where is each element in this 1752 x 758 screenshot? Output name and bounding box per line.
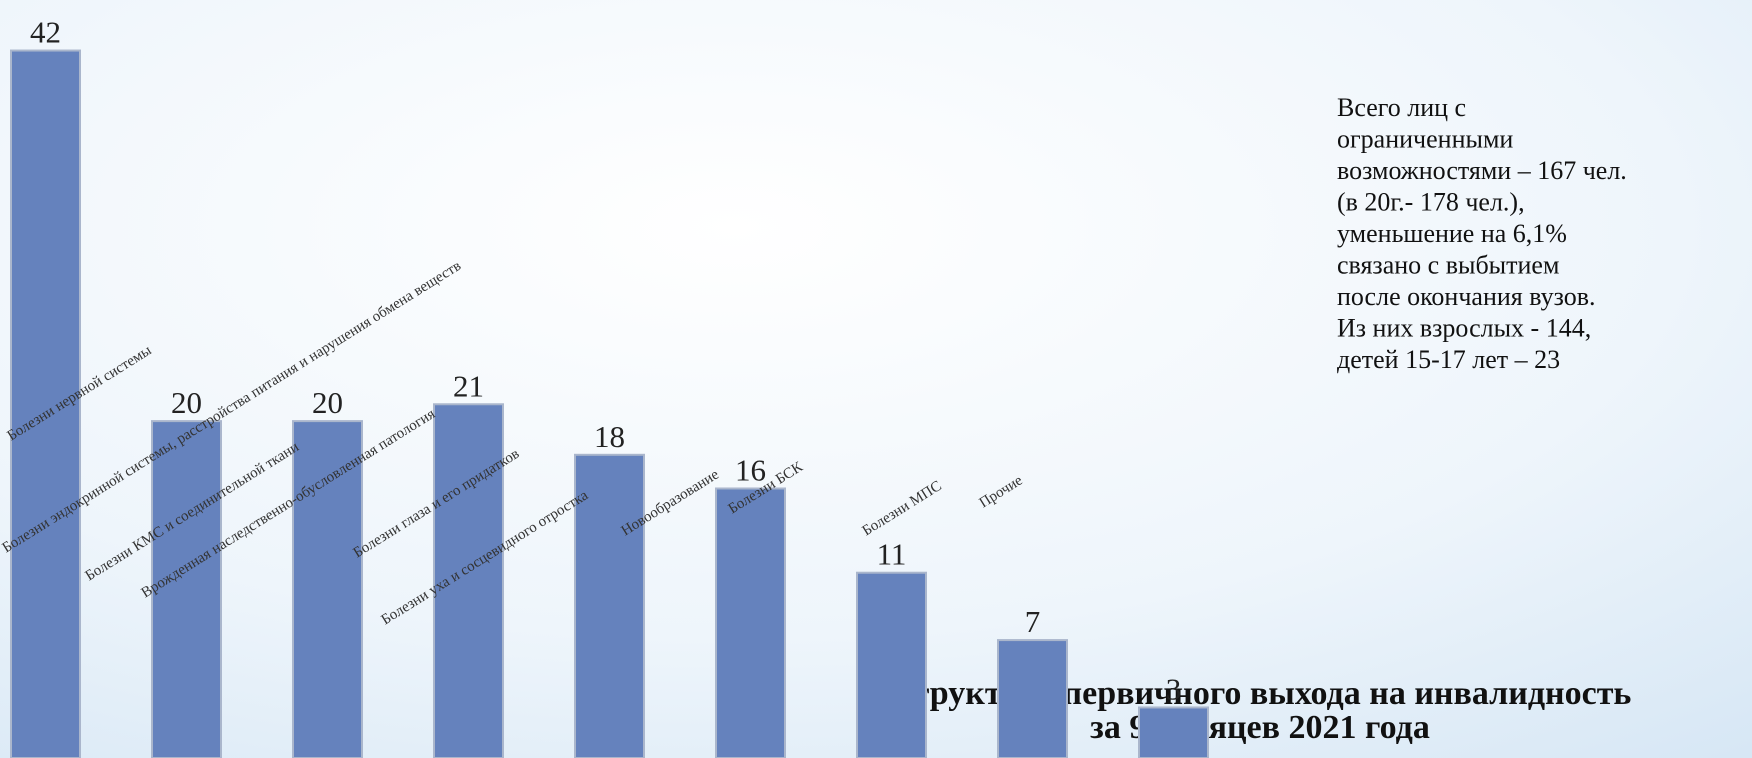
- bar: [856, 571, 927, 758]
- bar: [715, 487, 786, 758]
- bar: [1138, 706, 1209, 758]
- bar: [574, 453, 645, 758]
- note-line: уменьшение на 6,1%: [1337, 219, 1567, 248]
- value-label: 11: [877, 537, 907, 572]
- note-line: после окончания вузов.: [1337, 282, 1596, 311]
- value-label: 18: [594, 419, 625, 454]
- value-label: 20: [312, 385, 343, 420]
- bar: [292, 420, 363, 758]
- note-line: (в 20г.- 178 чел.),: [1337, 188, 1525, 217]
- bar: [997, 639, 1068, 758]
- bar: [433, 403, 504, 758]
- value-label: 21: [453, 368, 484, 403]
- note-line: детей 15-17 лет – 23: [1337, 345, 1560, 374]
- note-line: возможностями – 167 чел.: [1337, 156, 1627, 185]
- note-line: связано с выбытием: [1337, 251, 1559, 280]
- note-line: Всего лиц с: [1337, 93, 1466, 122]
- note-line: Из них взрослых - 144,: [1337, 314, 1591, 343]
- value-label: 7: [1025, 604, 1041, 639]
- note-line: ограниченными: [1337, 125, 1513, 154]
- value-label: 16: [735, 452, 766, 487]
- value-label: 42: [30, 15, 61, 50]
- value-label: 3: [1166, 671, 1182, 706]
- value-label: 20: [171, 385, 202, 420]
- bar: [151, 420, 222, 758]
- bar: [10, 49, 81, 758]
